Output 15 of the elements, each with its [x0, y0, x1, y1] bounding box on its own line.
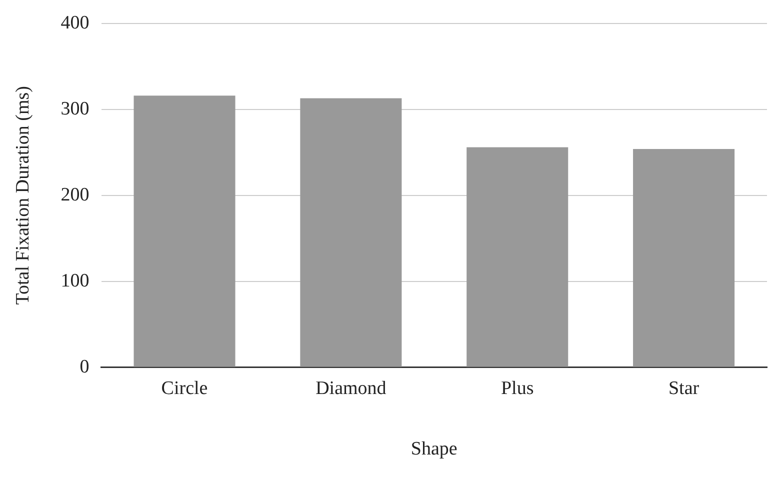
y-tick-label: 400 — [60, 12, 90, 34]
bar — [300, 98, 402, 367]
y-tick-label: 300 — [60, 98, 90, 120]
x-tick-label: Circle — [161, 378, 208, 399]
bar — [633, 148, 735, 367]
x-tick-label: Diamond — [316, 378, 387, 399]
y-axis-title: Total Fixation Duration (ms) — [12, 86, 34, 305]
x-axis-title: Shape — [410, 438, 458, 460]
bar — [134, 96, 236, 367]
y-tick-label: 200 — [60, 184, 90, 206]
bar — [466, 147, 568, 367]
y-tick-label: 0 — [80, 356, 90, 378]
x-tick-label: Plus — [500, 378, 534, 399]
y-tick-label: 100 — [60, 270, 90, 292]
x-tick-label: Star — [668, 378, 700, 399]
